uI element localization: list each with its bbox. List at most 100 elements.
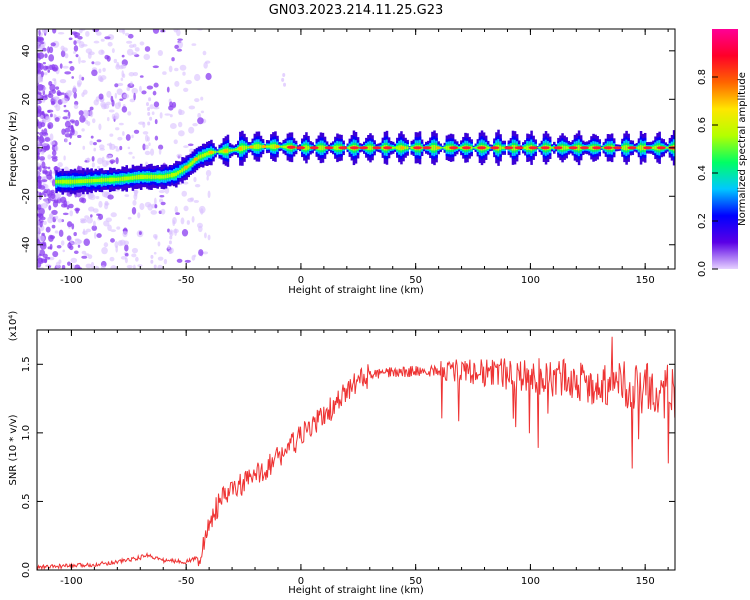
noise-speck xyxy=(168,240,172,245)
noise-speck xyxy=(60,240,65,246)
noise-speck xyxy=(124,244,129,252)
noise-speck xyxy=(159,112,163,119)
noise-speck xyxy=(283,82,287,87)
noise-speck xyxy=(147,107,151,111)
ridge-band-4 xyxy=(447,145,451,150)
x-tick-label: 0 xyxy=(298,275,304,286)
noise-speck xyxy=(202,50,207,56)
noise-speck xyxy=(87,52,92,59)
noise-speck xyxy=(121,54,125,58)
noise-speck xyxy=(162,71,167,75)
ridge-band-4 xyxy=(654,145,657,150)
ridge-band-4 xyxy=(484,145,488,150)
ridge-band-4 xyxy=(588,146,591,149)
ridge-band-4 xyxy=(336,145,339,151)
noise-speck xyxy=(166,86,170,93)
ridge-band-4 xyxy=(334,146,337,150)
ridge-band-4 xyxy=(443,146,447,149)
noise-speck xyxy=(64,138,68,143)
ridge-band-4 xyxy=(664,146,668,149)
noise-speck xyxy=(37,131,40,135)
ridge-band-4 xyxy=(317,145,321,150)
ridge-band-4 xyxy=(172,172,176,177)
noise-speck xyxy=(141,90,147,95)
noise-speck xyxy=(120,64,127,69)
noise-speck xyxy=(58,229,64,237)
noise-speck xyxy=(198,249,204,257)
noise-speck xyxy=(159,198,164,203)
noise-speck xyxy=(122,93,130,99)
colorbar-tick-label: 0.4 xyxy=(697,165,708,181)
noise-speck xyxy=(105,160,110,166)
noise-speck xyxy=(37,219,40,228)
ridge-band-4 xyxy=(104,178,108,182)
ridge-band-4 xyxy=(404,146,407,150)
noise-speck xyxy=(47,93,54,99)
colorbar: 0.0 0.2 0.4 0.6 0.8 Normalized spectral ampl… xyxy=(697,29,748,277)
noise-speck xyxy=(64,53,69,59)
noise-speck xyxy=(98,68,102,74)
noise-speck xyxy=(38,249,46,256)
ridge-band-4 xyxy=(220,150,224,153)
noise-speck xyxy=(104,54,110,60)
noise-speck xyxy=(74,119,80,127)
ridge-peak xyxy=(603,146,613,150)
ridge-band-4 xyxy=(439,147,442,149)
noise-speck xyxy=(100,38,105,42)
noise-speck xyxy=(132,156,135,159)
noise-speck xyxy=(64,71,72,75)
ridge-band-4 xyxy=(524,146,527,150)
noise-speck xyxy=(49,84,56,92)
ridge-peak xyxy=(349,146,359,150)
noise-speck xyxy=(74,238,80,242)
noise-speck xyxy=(132,43,137,48)
noise-speck xyxy=(193,176,197,183)
noise-speck xyxy=(153,264,157,269)
noise-speck xyxy=(147,203,153,211)
noise-speck xyxy=(50,191,56,200)
noise-speck xyxy=(68,142,72,145)
ridge-peak xyxy=(286,145,296,149)
noise-speck xyxy=(82,89,88,95)
noise-speck xyxy=(139,41,145,46)
ridge-band-4 xyxy=(80,179,83,184)
figure-title: GN03.2023.214.11.25.G23 xyxy=(269,3,444,18)
ridge-band-4 xyxy=(550,147,554,149)
noise-speck xyxy=(193,200,200,203)
ridge-band-4 xyxy=(135,175,139,180)
noise-speck xyxy=(49,169,53,177)
y-axis-ticks: 0.0 0.5 1.0 1.5 xyxy=(21,356,675,578)
noise-speck xyxy=(69,210,74,217)
ridge-peak xyxy=(400,146,405,150)
noise-speck xyxy=(77,166,83,171)
noise-speck xyxy=(47,246,52,250)
ridge-band-4 xyxy=(565,146,568,150)
y-tick-label: 20 xyxy=(21,93,32,106)
noise-speck xyxy=(181,228,189,237)
noise-speck xyxy=(62,47,68,52)
noise-speck xyxy=(44,117,51,123)
noise-speck xyxy=(146,85,154,90)
noise-speck xyxy=(97,157,103,165)
noise-speck xyxy=(51,209,58,215)
ridge-band-4 xyxy=(230,149,234,152)
y-axis-label: SNR (10 * v/v) xyxy=(8,414,19,485)
noise-speck xyxy=(41,129,44,134)
noise-speck xyxy=(63,155,66,161)
noise-speck xyxy=(103,242,109,248)
ridge-band-4 xyxy=(102,178,106,182)
ridge-band-4 xyxy=(90,178,93,183)
noise-speck xyxy=(137,264,143,267)
noise-speck xyxy=(119,145,123,151)
noise-speck xyxy=(207,190,211,199)
ridge-band-4 xyxy=(57,180,60,184)
noise-speck xyxy=(150,259,154,264)
noise-speck xyxy=(38,29,41,37)
noise-speck xyxy=(38,235,45,242)
noise-speck xyxy=(282,73,286,78)
ridge-band-4 xyxy=(294,146,298,149)
noise-speck xyxy=(37,83,44,91)
noise-speck xyxy=(205,169,212,177)
noise-speck xyxy=(122,131,125,136)
noise-speck xyxy=(104,200,109,206)
